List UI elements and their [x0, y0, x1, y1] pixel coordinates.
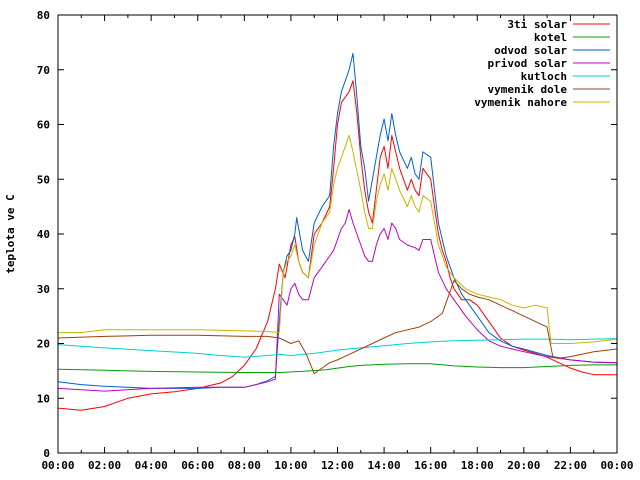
- ticks-layer: 0 10 20 30 40 50 60 70 80 00:00 02:00 04:00 06:00 08:…: [37, 9, 634, 472]
- x-tick-label: 22:00: [554, 459, 587, 472]
- x-tick-label: 14:00: [368, 459, 401, 472]
- legend-label: odvod solar: [494, 44, 567, 57]
- legend-label: vymenik nahore: [474, 96, 567, 109]
- x-tick-label: 12:00: [321, 459, 354, 472]
- x-tick-label: 02:00: [88, 459, 121, 472]
- series-line-vymenik-nahore: [58, 134, 618, 344]
- x-tick-label: 00:00: [600, 459, 633, 472]
- series-line-vymenik-dole: [57, 280, 618, 375]
- legend-label: 3ti solar: [507, 18, 567, 31]
- y-tick-label: 50: [37, 173, 50, 186]
- y-axis-title: teplota ve C: [4, 194, 17, 273]
- y-tick-label: 0: [43, 447, 50, 460]
- x-tick-label: 18:00: [461, 459, 494, 472]
- legend-label: vymenik dole: [488, 83, 568, 96]
- x-tick-label: 16:00: [414, 459, 447, 472]
- y-tick-label: 70: [37, 64, 50, 77]
- series-line-3ti-solar: [57, 80, 617, 411]
- series-layer: [57, 52, 618, 411]
- y-tick-label: 20: [37, 338, 50, 351]
- y-tick-label: 80: [37, 9, 50, 22]
- y-tick-label: 60: [37, 119, 50, 132]
- y-tick-label: 10: [37, 392, 50, 405]
- x-tick-label: 06:00: [181, 459, 214, 472]
- legend-label: privod solar: [488, 57, 568, 70]
- series-line-privod-solar: [57, 208, 618, 392]
- y-tick-label: 40: [37, 228, 50, 241]
- x-tick-label: 20:00: [507, 459, 540, 472]
- y-tick-label: 30: [37, 283, 50, 296]
- series-line-kutloch: [57, 338, 618, 358]
- x-tick-label: 08:00: [228, 459, 261, 472]
- series-line-kotel: [57, 363, 617, 373]
- legend-label: kotel: [534, 31, 567, 44]
- x-tick-label: 04:00: [135, 459, 168, 472]
- legend-label: kutloch: [521, 70, 567, 83]
- x-tick-label: 00:00: [41, 459, 74, 472]
- x-tick-label: 10:00: [274, 459, 307, 472]
